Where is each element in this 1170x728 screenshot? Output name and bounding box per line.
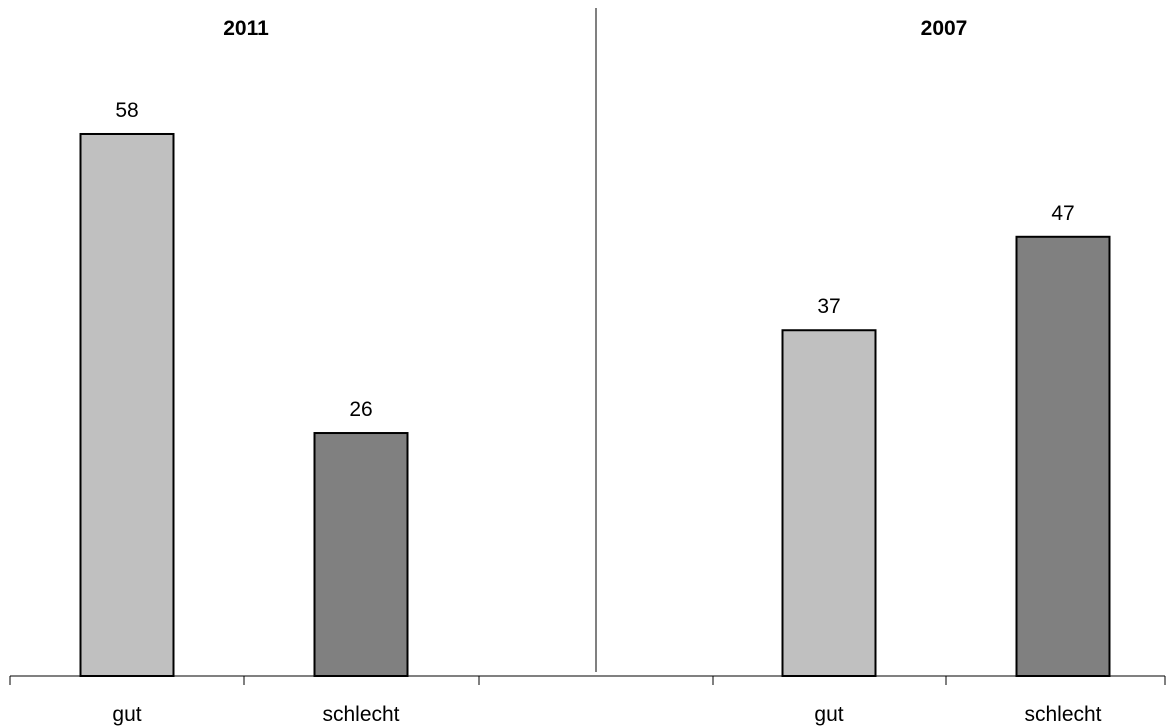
category-label: schlecht	[322, 703, 399, 726]
bar-gut	[781, 329, 877, 677]
category-label: gut	[814, 703, 843, 726]
bar-gut	[79, 132, 175, 678]
panel-title: 2011	[223, 17, 269, 40]
bar-schlecht	[313, 432, 409, 677]
data-label: 37	[817, 295, 840, 318]
panel-title: 2007	[921, 17, 968, 40]
bar-schlecht	[1015, 235, 1111, 677]
category-label: schlecht	[1024, 703, 1101, 726]
data-label: 47	[1051, 202, 1074, 225]
category-label: gut	[112, 703, 141, 726]
data-label: 26	[349, 398, 372, 421]
data-label: 58	[115, 99, 138, 122]
